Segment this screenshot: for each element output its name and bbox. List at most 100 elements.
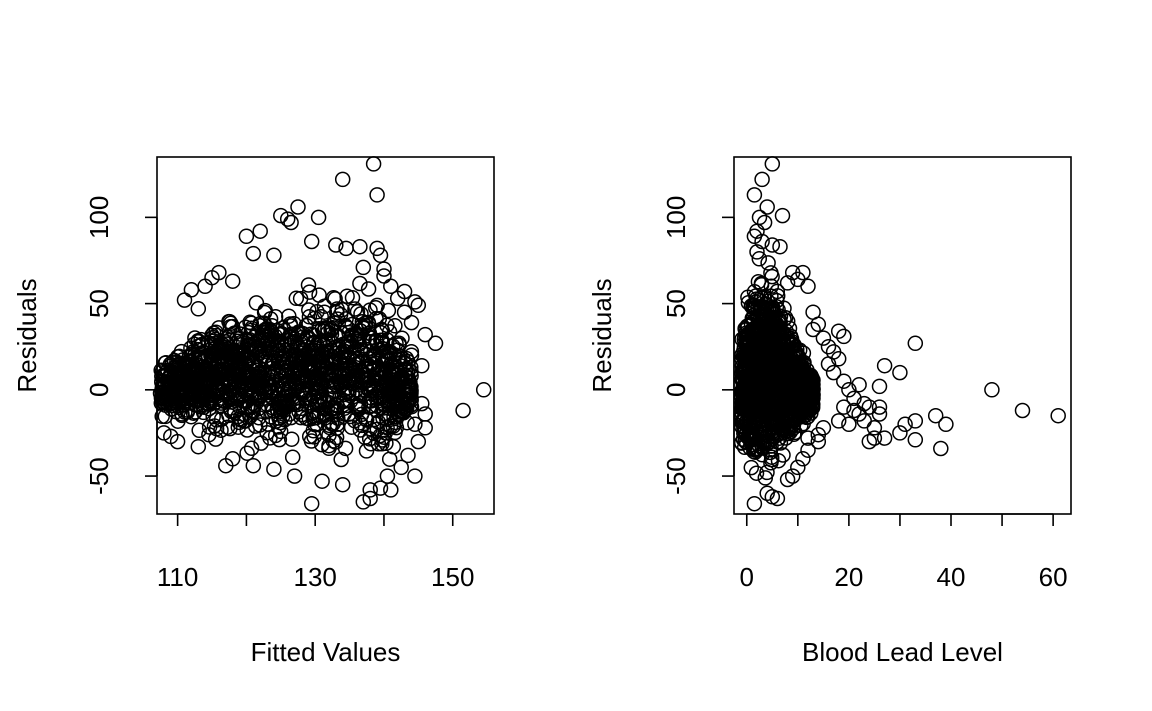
data-point bbox=[303, 495, 320, 512]
cloud-point bbox=[783, 412, 799, 429]
cloud-point bbox=[742, 399, 758, 416]
cloud-point bbox=[341, 385, 357, 402]
cloud-point bbox=[262, 334, 279, 351]
cloud-point bbox=[249, 342, 266, 359]
data-point bbox=[238, 228, 255, 245]
scatter-panel-blood-lead-level: 0 20 40 60 -50 0 50 100 Blood Lead Level Residual… bbox=[587, 156, 1072, 667]
data-point bbox=[871, 406, 888, 422]
cloud-point bbox=[763, 265, 779, 281]
data-point bbox=[334, 171, 351, 188]
cloud-point bbox=[328, 397, 345, 414]
cloud-point bbox=[397, 367, 413, 384]
cloud-point bbox=[188, 372, 204, 388]
cloud-point bbox=[203, 392, 220, 408]
cloud-point bbox=[402, 382, 419, 399]
y-tick-label: 50 bbox=[84, 289, 114, 318]
cloud-point bbox=[358, 411, 375, 428]
cloud-point bbox=[153, 390, 170, 406]
cloud-point bbox=[242, 398, 258, 415]
cloud-point bbox=[272, 392, 288, 409]
cloud-point bbox=[252, 376, 269, 393]
cloud-point bbox=[785, 388, 802, 404]
cloud-point bbox=[226, 371, 243, 388]
cloud-point bbox=[289, 379, 305, 396]
cloud-point bbox=[385, 338, 401, 354]
x-axis-label: Blood Lead Level bbox=[802, 637, 1003, 667]
cloud-point bbox=[325, 433, 342, 449]
data-point bbox=[927, 407, 944, 424]
cloud-point bbox=[327, 291, 343, 307]
cloud-point bbox=[778, 409, 795, 425]
cloud-point bbox=[243, 440, 260, 457]
data-point bbox=[759, 485, 775, 502]
cloud-point bbox=[262, 328, 278, 345]
data-point bbox=[800, 278, 816, 295]
x-tick-label: 150 bbox=[431, 562, 474, 592]
cloud-point bbox=[363, 343, 379, 359]
data-point bbox=[830, 323, 847, 339]
cloud-point bbox=[734, 399, 750, 416]
cloud-point bbox=[341, 336, 357, 352]
data-point bbox=[365, 156, 382, 172]
cloud-point bbox=[374, 436, 390, 452]
cloud-point bbox=[154, 383, 170, 400]
cloud-point bbox=[750, 300, 766, 316]
data-point bbox=[427, 335, 444, 352]
cloud-point bbox=[336, 381, 353, 398]
data-point bbox=[746, 187, 763, 203]
cloud-point bbox=[314, 436, 330, 453]
data-point bbox=[800, 442, 816, 458]
cloud-point bbox=[356, 331, 372, 348]
cloud-point bbox=[382, 418, 399, 434]
y-axis-label: Residuals bbox=[587, 278, 617, 392]
data-point bbox=[746, 228, 763, 245]
cloud-point bbox=[324, 352, 341, 368]
cloud-point bbox=[198, 388, 215, 405]
y-tick-label: 0 bbox=[661, 383, 691, 397]
data-point bbox=[290, 199, 306, 215]
y-tick-label: 50 bbox=[661, 289, 691, 318]
data-point bbox=[475, 382, 492, 398]
cloud-point bbox=[759, 464, 775, 481]
cloud-point bbox=[794, 404, 810, 421]
cloud-point bbox=[376, 396, 392, 412]
data-point bbox=[328, 237, 344, 253]
data-point bbox=[455, 402, 471, 419]
data-point bbox=[403, 314, 420, 331]
cloud-point bbox=[365, 360, 382, 377]
cloud-point bbox=[323, 351, 340, 367]
cloud-point bbox=[349, 399, 365, 415]
cloud-point bbox=[240, 324, 257, 341]
data-point bbox=[211, 264, 227, 281]
cloud-point bbox=[785, 336, 802, 353]
data-point bbox=[355, 494, 372, 510]
cloud-point bbox=[736, 418, 752, 435]
data-point bbox=[266, 247, 282, 264]
cloud-point bbox=[215, 337, 231, 353]
cloud-point bbox=[174, 406, 190, 422]
data-point bbox=[224, 451, 241, 467]
data-point bbox=[407, 294, 423, 310]
cloud-point bbox=[252, 417, 268, 433]
data-point bbox=[933, 440, 949, 457]
cloud-point bbox=[287, 333, 303, 350]
data-point bbox=[938, 416, 954, 433]
y-tick-label: -50 bbox=[84, 457, 114, 495]
cloud-point bbox=[769, 283, 786, 300]
cloud-point bbox=[263, 325, 280, 342]
cloud-point bbox=[183, 340, 199, 356]
cloud-point bbox=[205, 408, 221, 425]
data-point bbox=[779, 275, 796, 291]
data-point bbox=[362, 490, 378, 507]
cloud-point bbox=[769, 426, 786, 442]
data-point bbox=[871, 399, 888, 415]
cloud-point bbox=[738, 351, 754, 368]
cloud-point bbox=[388, 377, 405, 394]
cloud-point bbox=[381, 451, 398, 467]
cloud-point bbox=[251, 384, 268, 400]
cloud-point bbox=[358, 347, 374, 363]
data-point bbox=[286, 468, 303, 484]
cloud-point bbox=[323, 326, 340, 342]
data-point bbox=[984, 382, 1000, 398]
